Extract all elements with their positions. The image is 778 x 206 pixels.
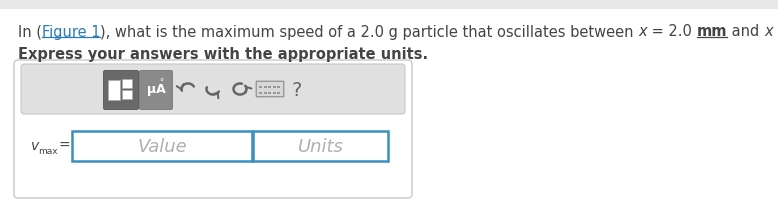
Text: x: x bbox=[639, 24, 647, 39]
Bar bbox=[273, 92, 276, 94]
FancyBboxPatch shape bbox=[14, 61, 412, 198]
FancyBboxPatch shape bbox=[21, 65, 405, 115]
Text: =: = bbox=[59, 138, 71, 152]
Bar bbox=[122, 91, 132, 99]
Bar bbox=[273, 87, 276, 89]
Text: ), what is the maximum speed of a 2.0 g particle that oscillates between: ), what is the maximum speed of a 2.0 g … bbox=[100, 24, 639, 39]
Text: °: ° bbox=[159, 78, 163, 87]
Text: and: and bbox=[727, 24, 764, 39]
Text: $v$: $v$ bbox=[30, 138, 40, 152]
Text: Express your answers with the appropriate units.: Express your answers with the appropriat… bbox=[18, 47, 428, 62]
Bar bbox=[260, 87, 262, 89]
Bar bbox=[108, 81, 120, 101]
Bar bbox=[278, 92, 281, 94]
Text: In (: In ( bbox=[18, 24, 42, 39]
Text: Figure 1: Figure 1 bbox=[42, 24, 100, 39]
Text: max: max bbox=[38, 146, 58, 155]
Bar bbox=[264, 92, 267, 94]
Bar bbox=[260, 92, 262, 94]
Text: Units: Units bbox=[297, 137, 343, 155]
FancyBboxPatch shape bbox=[256, 82, 284, 97]
FancyBboxPatch shape bbox=[103, 71, 138, 110]
FancyBboxPatch shape bbox=[0, 0, 778, 10]
Bar bbox=[268, 92, 272, 94]
Bar bbox=[122, 80, 132, 89]
Text: μA: μA bbox=[146, 82, 166, 95]
FancyBboxPatch shape bbox=[72, 131, 252, 161]
FancyBboxPatch shape bbox=[253, 131, 388, 161]
Text: mm: mm bbox=[697, 24, 727, 39]
Text: x: x bbox=[764, 24, 773, 39]
Text: = 8.0: = 8.0 bbox=[773, 24, 778, 39]
Bar bbox=[268, 87, 272, 89]
FancyBboxPatch shape bbox=[139, 71, 173, 110]
Text: ?: ? bbox=[292, 80, 302, 99]
Text: = 2.0: = 2.0 bbox=[647, 24, 697, 39]
Bar bbox=[278, 87, 281, 89]
Bar bbox=[264, 87, 267, 89]
Text: Value: Value bbox=[137, 137, 187, 155]
FancyBboxPatch shape bbox=[0, 10, 778, 206]
